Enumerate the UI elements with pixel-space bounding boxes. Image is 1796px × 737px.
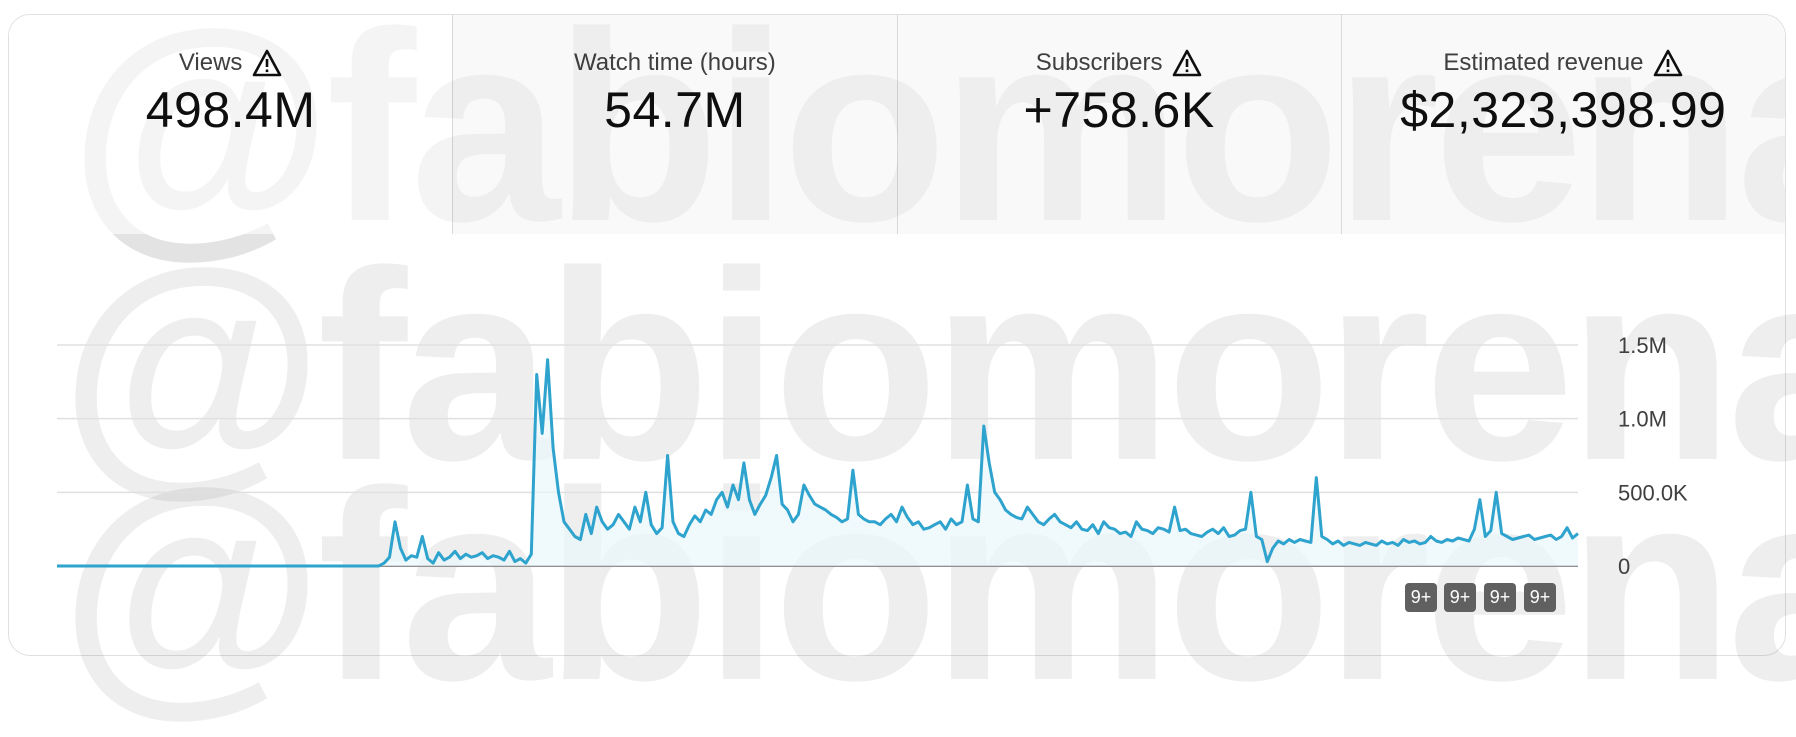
metric-value: 54.7M [604,82,746,138]
metric-value: 498.4M [145,82,316,138]
series-area [57,359,1578,566]
annotation-badge[interactable]: 9+ [1524,583,1556,612]
y-tick-label: 0 [1618,554,1630,579]
metric-tabs: Views 498.4M Watch time (hours) 54.7M Su… [9,15,1785,234]
metric-label: Views [178,49,243,76]
warning-icon[interactable] [1653,49,1683,77]
annotation-badge[interactable]: 9+ [1484,583,1516,612]
metric-label: Estimated revenue [1443,49,1644,76]
annotation-badge[interactable]: 9+ [1444,583,1476,612]
series-line-views[interactable] [57,358,1579,568]
metric-tab-watch-time[interactable]: Watch time (hours) 54.7M [452,15,897,234]
views-line-chart: 0 500.0K 1.0M 1.5M [57,333,1688,579]
y-tick-label: 1.0M [1618,407,1667,432]
metric-value: +758.6K [1023,82,1215,138]
metric-tab-subscribers[interactable]: Subscribers +758.6K [896,15,1341,234]
y-tick-label: 500.0K [1618,480,1688,505]
metric-value: $2,323,398.99 [1400,82,1727,138]
metric-label: Watch time (hours) [573,49,776,76]
warning-icon[interactable] [252,49,282,77]
metric-tab-revenue[interactable]: Estimated revenue $2,323,398.99 [1340,15,1785,234]
metric-tab-views[interactable]: Views 498.4M [9,15,453,234]
y-tick-label: 1.5M [1618,333,1667,358]
metric-label: Subscribers [1035,49,1163,76]
warning-icon[interactable] [1172,49,1202,77]
annotation-badge[interactable]: 9+ [1405,583,1437,612]
